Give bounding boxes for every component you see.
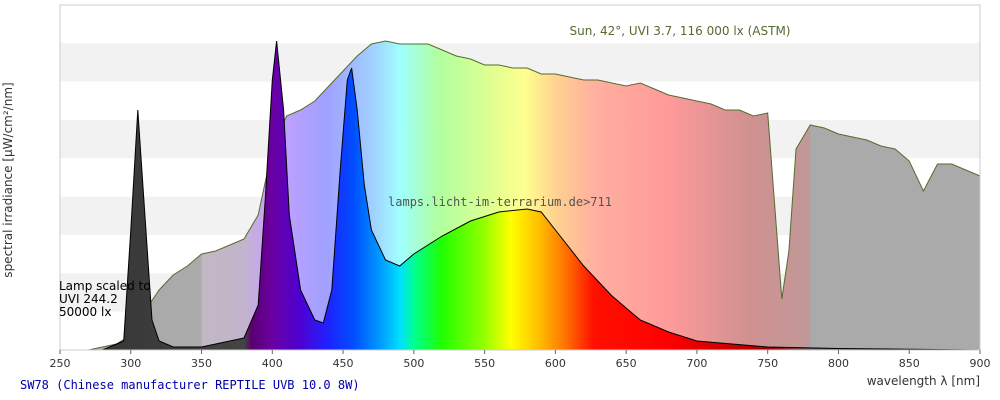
- x-tick-label: 250: [50, 357, 71, 370]
- x-axis-label: wavelength λ [nm]: [867, 374, 980, 388]
- x-tick-label: 800: [828, 357, 849, 370]
- watermark: lamps.licht-im-terrarium.de>711: [388, 195, 612, 209]
- x-tick-label: 350: [191, 357, 212, 370]
- x-tick-label: 650: [616, 357, 637, 370]
- x-tick-label: 750: [757, 357, 778, 370]
- y-axis-label: spectral irradiance [µW/cm²/nm]: [1, 82, 15, 277]
- x-tick-label: 450: [333, 357, 354, 370]
- series-area: [88, 41, 981, 350]
- x-tick-label: 500: [403, 357, 424, 370]
- series-line: [88, 40, 981, 351]
- x-tick-label: 550: [474, 357, 495, 370]
- series-area: [102, 41, 980, 350]
- lamp-name: SW78 (Chinese manufacturer REPTILE UVB 1…: [20, 378, 360, 392]
- annotation: 50000 lx: [59, 305, 111, 319]
- x-tick-label: 700: [686, 357, 707, 370]
- plot-areas: [88, 40, 981, 351]
- x-tick-label: 400: [262, 357, 283, 370]
- x-tick-label: 600: [545, 357, 566, 370]
- annotation: Lamp scaled to: [59, 279, 151, 293]
- series-line: [102, 40, 981, 351]
- x-tick-label: 900: [970, 357, 991, 370]
- x-tick-label: 300: [120, 357, 141, 370]
- annotation: UVI 244.2: [59, 292, 118, 306]
- plot-frame: [59, 4, 981, 351]
- x-tick-label: 850: [899, 357, 920, 370]
- stripe: [60, 5, 980, 44]
- sun-label: Sun, 42°, UVI 3.7, 116 000 lx (ASTM): [570, 24, 791, 38]
